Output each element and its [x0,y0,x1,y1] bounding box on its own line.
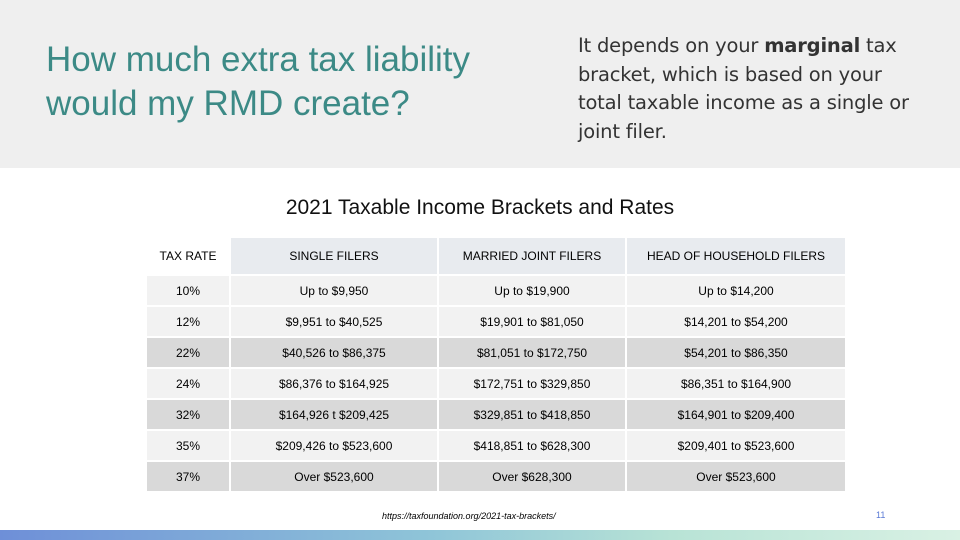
married-cell: Over $628,300 [439,462,625,491]
single-cell: $86,376 to $164,925 [231,369,437,398]
rate-cell: 10% [147,276,229,305]
household-cell: $209,401 to $523,600 [627,431,845,460]
table-row: 35% $209,426 to $523,600 $418,851 to $62… [147,431,845,460]
tax-brackets-table: TAX RATE SINGLE FILERS MARRIED JOINT FIL… [145,236,847,493]
single-cell: $164,926 t $209,425 [231,400,437,429]
table-row: 10% Up to $9,950 Up to $19,900 Up to $14… [147,276,845,305]
rate-cell: 12% [147,307,229,336]
household-cell: $164,901 to $209,400 [627,400,845,429]
explanation-bold: marginal [764,34,861,57]
married-cell: $19,901 to $81,050 [439,307,625,336]
table-title: 2021 Taxable Income Brackets and Rates [285,196,675,219]
source-link[interactable]: https://taxfoundation.org/2021-tax-brack… [382,511,556,521]
rate-cell: 32% [147,400,229,429]
table-header-row: TAX RATE SINGLE FILERS MARRIED JOINT FIL… [147,238,845,274]
single-cell: Over $523,600 [231,462,437,491]
table-row: 22% $40,526 to $86,375 $81,051 to $172,7… [147,338,845,367]
household-cell: Up to $14,200 [627,276,845,305]
header-head-of-household-filers: HEAD OF HOUSEHOLD FILERS [627,238,845,274]
footer-gradient-bar [0,530,960,540]
rate-cell: 22% [147,338,229,367]
page-number: 11 [876,510,886,520]
table-row: 32% $164,926 t $209,425 $329,851 to $418… [147,400,845,429]
table-row: 37% Over $523,600 Over $628,300 Over $52… [147,462,845,491]
explanation-text: It depends on your marginal tax bracket,… [578,32,918,146]
married-cell: Up to $19,900 [439,276,625,305]
married-cell: $418,851 to $628,300 [439,431,625,460]
single-cell: $209,426 to $523,600 [231,431,437,460]
single-cell: $9,951 to $40,525 [231,307,437,336]
header-married-joint-filers: MARRIED JOINT FILERS [439,238,625,274]
married-cell: $172,751 to $329,850 [439,369,625,398]
married-cell: $81,051 to $172,750 [439,338,625,367]
household-cell: $54,201 to $86,350 [627,338,845,367]
household-cell: $14,201 to $54,200 [627,307,845,336]
rate-cell: 35% [147,431,229,460]
header-band: How much extra tax liability would my RM… [0,0,960,168]
table-row: 24% $86,376 to $164,925 $172,751 to $329… [147,369,845,398]
rate-cell: 24% [147,369,229,398]
single-cell: Up to $9,950 [231,276,437,305]
rate-cell: 37% [147,462,229,491]
slide-title: How much extra tax liability would my RM… [46,40,471,123]
household-cell: $86,351 to $164,900 [627,369,845,398]
explanation-pre: It depends on your [578,34,765,57]
header-single-filers: SINGLE FILERS [231,238,437,274]
single-cell: $40,526 to $86,375 [231,338,437,367]
header-tax-rate: TAX RATE [147,238,229,274]
table-row: 12% $9,951 to $40,525 $19,901 to $81,050… [147,307,845,336]
married-cell: $329,851 to $418,850 [439,400,625,429]
household-cell: Over $523,600 [627,462,845,491]
explanation-post: tax bracket, which is based on your tota… [578,34,909,143]
